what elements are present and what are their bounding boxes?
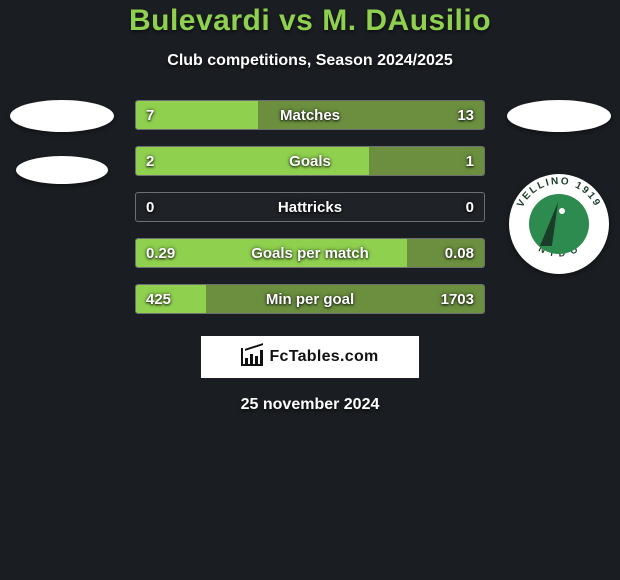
club-badge: VELLINO 1919 N I D O bbox=[509, 174, 609, 274]
club-badge-inner bbox=[529, 194, 589, 254]
page-subtitle: Club competitions, Season 2024/2025 bbox=[0, 52, 620, 70]
right-player-column: VELLINO 1919 N I D O bbox=[503, 100, 614, 274]
stat-label: Matches bbox=[136, 101, 484, 129]
stat-label: Min per goal bbox=[136, 285, 484, 313]
brand-link[interactable]: FcTables.com bbox=[201, 336, 419, 378]
brand-text: FcTables.com bbox=[269, 348, 378, 366]
club-logo-placeholder bbox=[16, 156, 108, 184]
stat-bar: 21Goals bbox=[135, 146, 485, 176]
page-title: Bulevardi vs M. DAusilio bbox=[0, 4, 620, 38]
date-label: 25 november 2024 bbox=[0, 396, 620, 414]
comparison-card: Bulevardi vs M. DAusilio Club competitio… bbox=[0, 0, 620, 414]
stat-bar: 4251703Min per goal bbox=[135, 284, 485, 314]
stat-label: Goals bbox=[136, 147, 484, 175]
stat-bar: 0.290.08Goals per match bbox=[135, 238, 485, 268]
stat-label: Goals per match bbox=[136, 239, 484, 267]
player-avatar-placeholder bbox=[507, 100, 611, 132]
left-player-column bbox=[6, 100, 117, 184]
player-avatar-placeholder bbox=[10, 100, 114, 132]
stat-label: Hattricks bbox=[136, 193, 484, 221]
main-row: 713Matches 21Goals 00Hattricks 0.290.08Goal… bbox=[0, 100, 620, 314]
stat-bars: 713Matches 21Goals 00Hattricks 0.290.08Goal… bbox=[135, 100, 485, 314]
stat-bar: 713Matches bbox=[135, 100, 485, 130]
chart-icon bbox=[241, 348, 263, 366]
stat-bar: 00Hattricks bbox=[135, 192, 485, 222]
